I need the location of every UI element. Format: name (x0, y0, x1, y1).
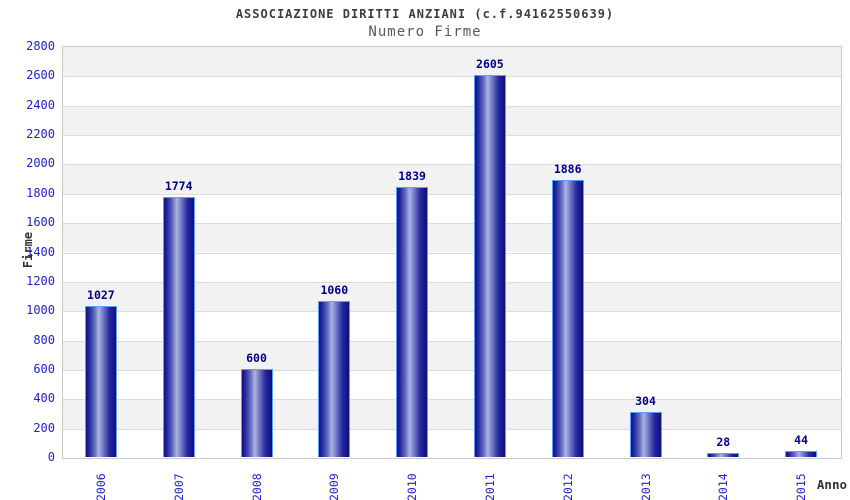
bar-value-label: 1060 (320, 283, 349, 298)
bar-2012 (551, 180, 584, 457)
gridline (63, 164, 841, 166)
x-tick-label: 2006 (93, 473, 108, 500)
chart-subtitle: Numero Firme (368, 24, 482, 40)
bar-2008 (240, 368, 273, 457)
bar-value-label: 2605 (476, 56, 504, 71)
y-tick-label: 2600 (26, 68, 55, 83)
gridline (63, 135, 841, 137)
x-tick-label: 2015 (794, 473, 809, 500)
y-tick-label: 600 (33, 361, 55, 376)
gridline (63, 428, 841, 430)
bar-value-label: 28 (716, 434, 731, 449)
x-tick-label: 2014 (716, 473, 731, 500)
y-tick-label: 2400 (26, 97, 55, 112)
gridline (63, 223, 841, 225)
y-tick-label: 0 (47, 450, 55, 464)
gridline (63, 105, 841, 107)
y-tick-label: 200 (33, 420, 55, 435)
bar-value-label: 1774 (164, 178, 193, 193)
bar-value-label: 304 (635, 394, 656, 409)
gridline (63, 193, 841, 195)
y-tick-label: 1400 (26, 244, 55, 259)
y-tick-label: 800 (33, 332, 55, 347)
bar-value-label: 44 (794, 432, 809, 447)
y-tick-label: 2200 (26, 127, 55, 142)
plot-band (63, 135, 841, 165)
bar-2007 (162, 196, 195, 457)
bar-2013 (629, 412, 662, 457)
y-tick-label: 1600 (26, 215, 55, 230)
x-tick-label: 2010 (405, 473, 420, 500)
gridline (63, 311, 841, 313)
gridline (63, 399, 841, 401)
gridline (63, 252, 841, 254)
plot-band (63, 47, 841, 77)
x-tick-label: 2013 (638, 473, 653, 500)
gridline (63, 369, 841, 371)
gridline (63, 340, 841, 342)
x-axis-title: Anno (816, 477, 847, 492)
bar-2011 (473, 74, 506, 457)
bar-2014 (707, 452, 740, 457)
x-tick-label: 2012 (560, 473, 575, 500)
gridline (63, 76, 841, 78)
y-tick-label: 1000 (26, 303, 55, 318)
x-tick-label: 2011 (482, 473, 497, 500)
y-tick-label: 1800 (26, 185, 55, 200)
bar-value-label: 1839 (398, 169, 426, 184)
bar-value-label: 1027 (87, 288, 115, 303)
plot-band (63, 105, 841, 136)
bar-2006 (84, 306, 117, 457)
chart-title: ASSOCIAZIONE DIRITTI ANZIANI (c.f.941625… (235, 7, 615, 21)
plot-band (63, 164, 841, 194)
x-tick-label: 2009 (327, 473, 342, 500)
y-tick-label: 1200 (26, 273, 55, 288)
plot-band (63, 76, 841, 106)
y-tick-label: 2800 (26, 39, 55, 53)
y-tick-label: 2000 (26, 156, 55, 171)
bar-2009 (318, 301, 351, 457)
bar-2010 (396, 187, 429, 457)
bar-2015 (785, 450, 818, 457)
bar-value-label: 600 (246, 350, 267, 365)
bar-value-label: 1886 (553, 162, 582, 177)
x-tick-label: 2008 (249, 473, 264, 500)
gridline (63, 281, 841, 283)
y-tick-label: 400 (33, 391, 55, 406)
x-tick-label: 2007 (171, 473, 186, 500)
